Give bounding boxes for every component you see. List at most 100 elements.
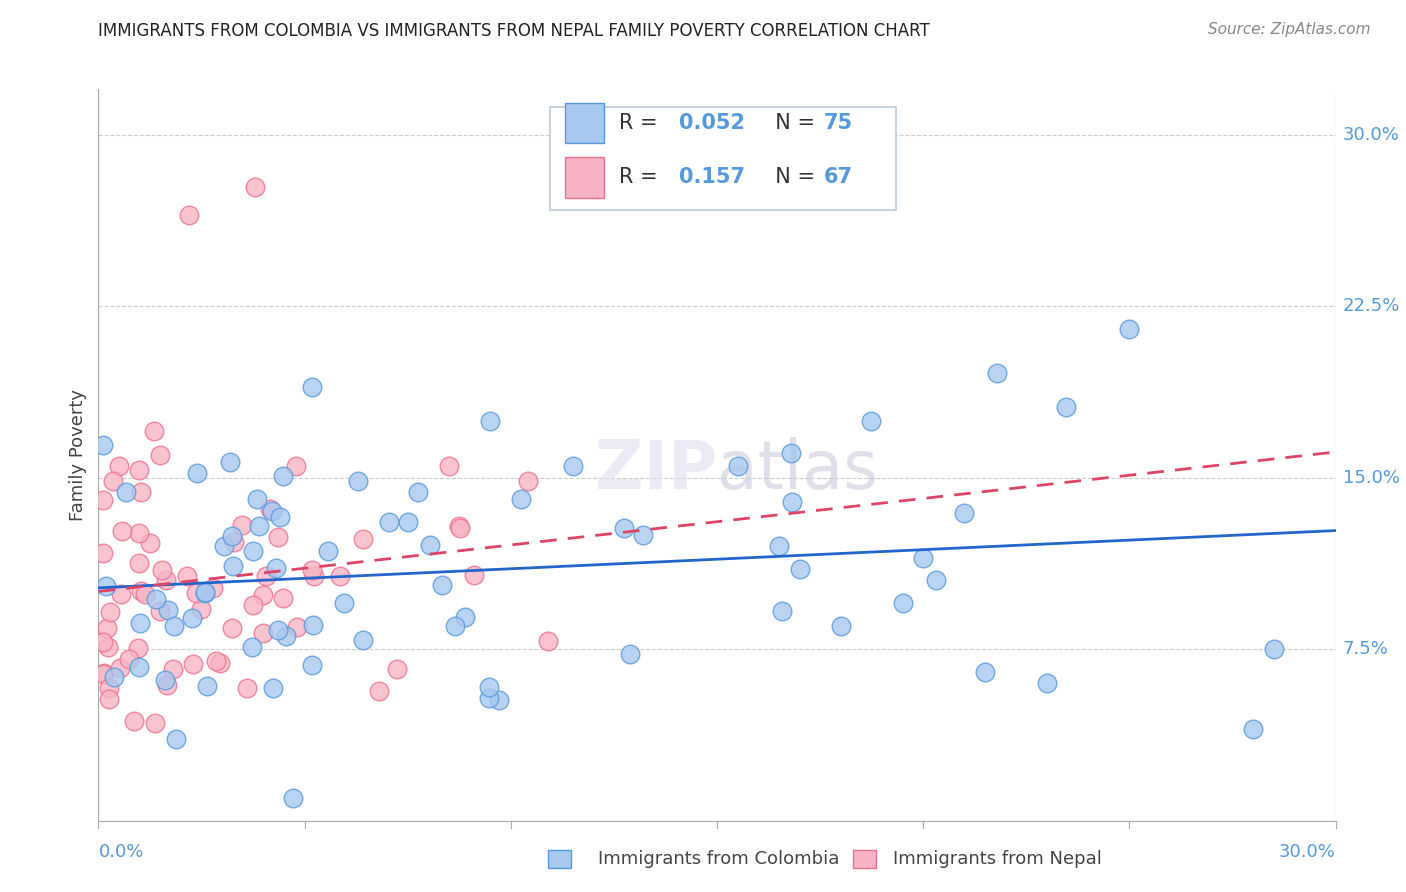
Text: 0.0%: 0.0% xyxy=(98,843,143,861)
Point xyxy=(352,633,374,648)
Point xyxy=(128,659,150,673)
FancyBboxPatch shape xyxy=(550,108,897,210)
Point xyxy=(264,561,287,575)
Point xyxy=(285,620,308,634)
Point xyxy=(110,587,132,601)
Point xyxy=(1263,642,1285,657)
Point xyxy=(219,454,242,468)
Point xyxy=(479,414,502,428)
Point xyxy=(235,681,257,695)
Point xyxy=(208,656,231,670)
Point xyxy=(274,629,297,643)
Point xyxy=(127,641,149,656)
Point xyxy=(152,564,174,578)
Point xyxy=(222,559,245,574)
Point xyxy=(302,568,325,582)
Point xyxy=(447,519,470,533)
Point xyxy=(128,526,150,541)
Point xyxy=(619,647,641,661)
Point xyxy=(285,459,308,474)
Point xyxy=(463,567,485,582)
Point xyxy=(246,492,269,507)
Point xyxy=(103,474,125,488)
Point xyxy=(1118,322,1140,336)
Point xyxy=(145,592,167,607)
Point xyxy=(128,616,150,631)
Point xyxy=(986,366,1008,380)
Point xyxy=(283,790,305,805)
Point xyxy=(316,544,339,558)
Text: Immigrants from Colombia: Immigrants from Colombia xyxy=(598,850,839,868)
Text: 15.0%: 15.0% xyxy=(1343,469,1400,487)
Point xyxy=(449,521,471,535)
Point xyxy=(163,619,186,633)
Point xyxy=(111,524,134,538)
Y-axis label: Family Poverty: Family Poverty xyxy=(69,389,87,521)
Point xyxy=(727,459,749,474)
Point xyxy=(138,536,160,550)
Point xyxy=(122,714,145,729)
Point xyxy=(91,493,114,508)
Text: Source: ZipAtlas.com: Source: ZipAtlas.com xyxy=(1208,22,1371,37)
Point xyxy=(262,504,284,518)
Point xyxy=(247,518,270,533)
Point xyxy=(302,618,325,632)
Point xyxy=(352,533,374,547)
Point xyxy=(205,654,228,668)
Point xyxy=(768,539,790,553)
Point xyxy=(368,684,391,698)
Point xyxy=(488,693,510,707)
Point xyxy=(437,459,460,474)
Point xyxy=(517,475,540,489)
Text: 67: 67 xyxy=(824,168,852,187)
Point xyxy=(333,596,356,610)
Point xyxy=(93,665,115,680)
Point xyxy=(184,586,207,600)
Point xyxy=(176,569,198,583)
Point xyxy=(98,605,121,619)
Text: 7.5%: 7.5% xyxy=(1343,640,1389,658)
Point xyxy=(98,692,121,706)
Text: ZIP: ZIP xyxy=(595,436,717,502)
Point xyxy=(613,520,636,534)
FancyBboxPatch shape xyxy=(565,103,605,144)
Point xyxy=(271,591,294,606)
Point xyxy=(222,534,245,549)
Point xyxy=(267,530,290,544)
Point xyxy=(271,469,294,483)
Point xyxy=(419,538,441,552)
Point xyxy=(181,657,204,671)
Point xyxy=(97,681,120,696)
Point xyxy=(770,604,793,618)
Point xyxy=(155,573,177,587)
Point xyxy=(221,529,243,543)
Point xyxy=(108,459,131,474)
Point xyxy=(974,665,997,679)
Point xyxy=(129,485,152,500)
Point xyxy=(432,578,454,592)
Point xyxy=(537,633,560,648)
Point xyxy=(301,564,323,578)
Point xyxy=(153,673,176,687)
Point xyxy=(97,640,120,654)
Point xyxy=(156,678,179,692)
Point xyxy=(406,485,429,500)
Point xyxy=(128,556,150,570)
Point xyxy=(94,579,117,593)
Text: 0.157: 0.157 xyxy=(679,168,745,187)
Point xyxy=(912,550,935,565)
Point xyxy=(891,597,914,611)
Point xyxy=(156,603,179,617)
Point xyxy=(186,466,208,480)
Text: N =: N = xyxy=(762,168,821,187)
FancyBboxPatch shape xyxy=(565,157,605,198)
Text: 30.0%: 30.0% xyxy=(1343,126,1399,144)
Text: 75: 75 xyxy=(824,113,852,133)
Point xyxy=(1054,401,1077,415)
Point xyxy=(1241,723,1264,737)
Point xyxy=(262,681,284,696)
Point xyxy=(143,716,166,731)
Point xyxy=(254,569,277,583)
Point xyxy=(444,619,467,633)
Point xyxy=(108,661,131,675)
